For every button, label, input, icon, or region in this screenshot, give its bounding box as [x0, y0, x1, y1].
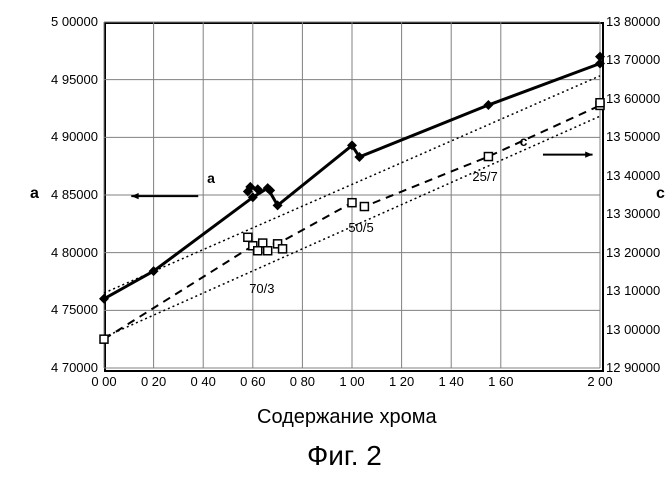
annotation: c [520, 133, 528, 149]
ytick-left: 4 75000 [44, 302, 98, 317]
ytick-right: 13 60000 [606, 91, 660, 106]
figure-caption: Фиг. 2 [307, 440, 382, 472]
plot-area [104, 22, 604, 372]
ytick-left: 4 95000 [44, 72, 98, 87]
figure-root: a c Содержание хрома Фиг. 2 4 70000 4 750… [0, 0, 671, 500]
y-axis-left-label: a [30, 185, 39, 203]
annotation: 70/3 [249, 281, 274, 296]
ytick-right: 13 00000 [606, 322, 660, 337]
xtick: 1 00 [332, 374, 372, 389]
annotation: a [207, 170, 215, 186]
ytick-right: 13 80000 [606, 14, 660, 29]
ytick-left: 4 85000 [44, 187, 98, 202]
xtick: 2 00 [580, 374, 620, 389]
y-axis-right-label: c [656, 185, 665, 203]
xtick: 0 40 [183, 374, 223, 389]
xtick: 0 00 [84, 374, 124, 389]
ytick-left: 5 00000 [44, 14, 98, 29]
xtick: 1 40 [431, 374, 471, 389]
ytick-right: 13 20000 [606, 245, 660, 260]
ytick-left: 4 90000 [44, 129, 98, 144]
xtick: 0 80 [282, 374, 322, 389]
ytick-right: 13 70000 [606, 52, 660, 67]
ytick-right: 13 40000 [606, 168, 660, 183]
ytick-left: 4 80000 [44, 245, 98, 260]
x-axis-label: Содержание хрома [257, 406, 437, 429]
xtick: 0 60 [233, 374, 273, 389]
ytick-left: 4 70000 [44, 360, 98, 375]
annotation: 50/5 [348, 220, 373, 235]
ytick-right: 13 30000 [606, 206, 660, 221]
xtick: 1 20 [382, 374, 422, 389]
xtick: 1 60 [481, 374, 521, 389]
annotation: 25/7 [472, 169, 497, 184]
ytick-right: 13 50000 [606, 129, 660, 144]
ytick-right: 12 90000 [606, 360, 660, 375]
xtick: 0 20 [134, 374, 174, 389]
ytick-right: 13 10000 [606, 283, 660, 298]
